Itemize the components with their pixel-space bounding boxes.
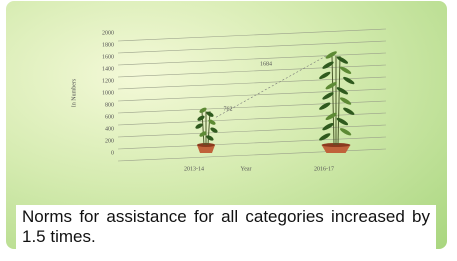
y-tick-label: 2000 (102, 30, 114, 36)
x-axis-label: Year (240, 166, 251, 172)
grid-line (118, 41, 386, 53)
leaf (197, 114, 206, 121)
y-axis-label: In Numbers (71, 78, 77, 107)
leaf (336, 117, 349, 127)
leaf (339, 96, 352, 106)
stem (338, 56, 340, 145)
caption: Norms for assistance for all categories … (16, 205, 436, 249)
y-tick-label: 800 (105, 102, 114, 108)
leaf (318, 71, 331, 81)
leaf (318, 101, 331, 111)
infographic-card: In Numbers Year 0 200 400 600 800 1000 1200 140… (6, 1, 447, 249)
value-label: 1684 (260, 61, 272, 67)
y-tick-label: 400 (105, 126, 114, 132)
leaf (195, 122, 204, 129)
y-tick-label: 1800 (102, 42, 114, 48)
y-tick-label: 1200 (102, 78, 114, 84)
x-tick-label: 2016-17 (314, 166, 334, 172)
leaf (206, 134, 215, 141)
leaf (318, 132, 331, 142)
plant-bar (195, 107, 219, 153)
x-tick-label: 2013-14 (184, 166, 204, 172)
stem (332, 56, 334, 145)
y-tick-label: 1600 (102, 54, 114, 60)
y-tick-label: 1400 (102, 66, 114, 72)
chart: In Numbers Year 0 200 400 600 800 1000 1200 140… (6, 1, 447, 206)
leaf (342, 76, 355, 86)
value-label: 762 (224, 107, 233, 113)
leaf (321, 122, 334, 132)
plant-bar (318, 50, 355, 153)
grid-line (118, 29, 386, 41)
y-tick-label: 600 (105, 114, 114, 120)
y-tick-label: 0 (111, 150, 114, 156)
y-tick-label: 1000 (102, 90, 114, 96)
leaf (339, 127, 352, 137)
y-tick-label: 200 (105, 138, 114, 144)
leaf (336, 55, 349, 65)
